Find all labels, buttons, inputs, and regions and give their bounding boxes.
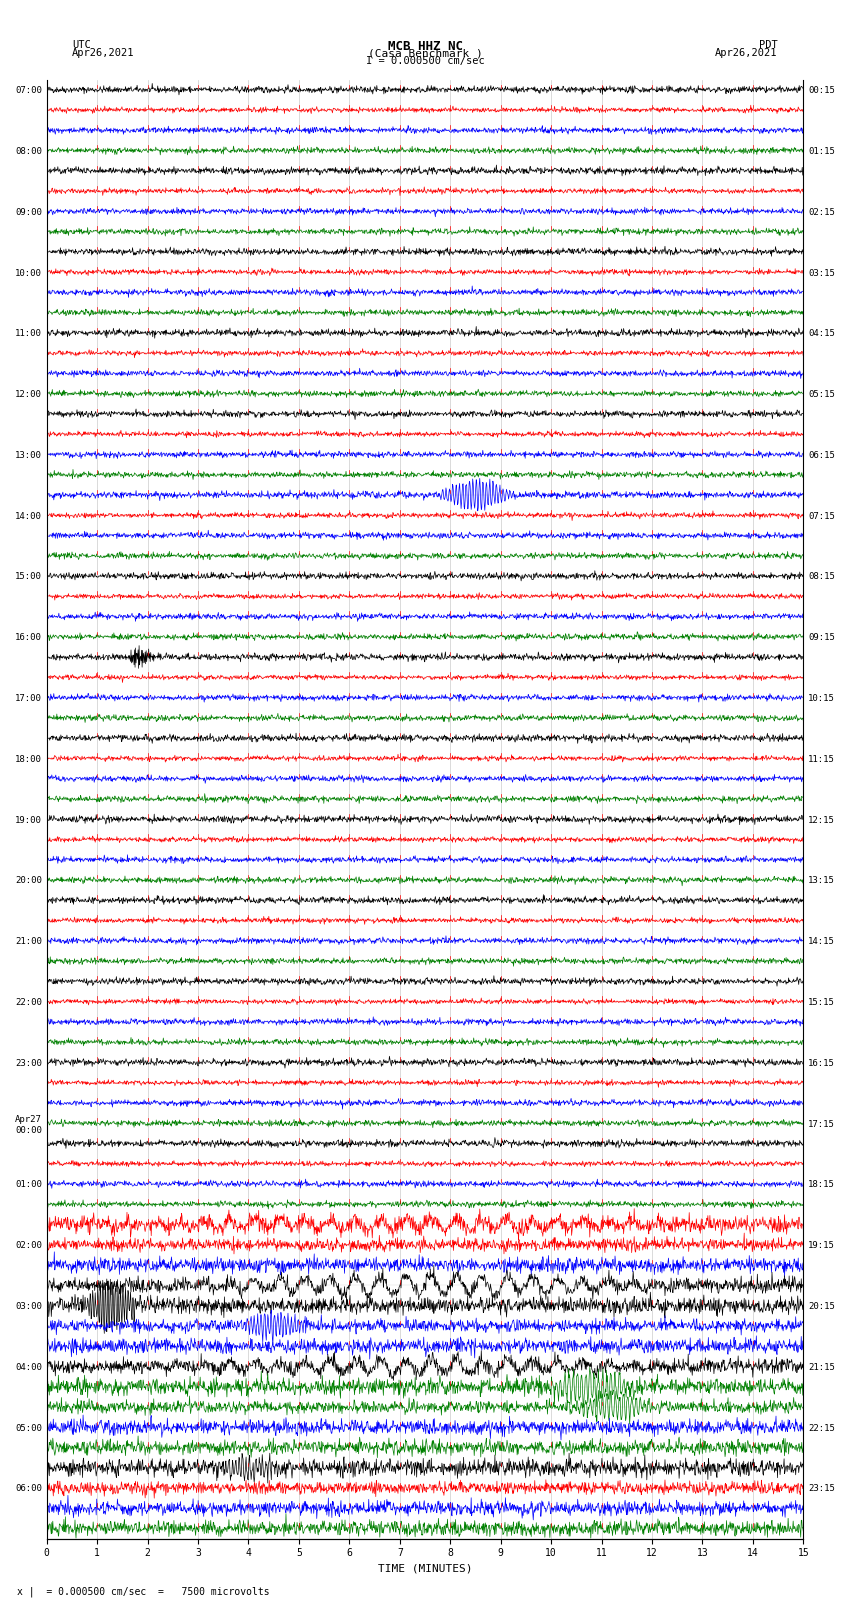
Text: Apr26,2021: Apr26,2021 [715,48,778,58]
Text: UTC: UTC [72,40,91,50]
Text: PDT: PDT [759,40,778,50]
X-axis label: TIME (MINUTES): TIME (MINUTES) [377,1565,473,1574]
Text: (Casa Benchmark ): (Casa Benchmark ) [367,48,483,58]
Text: Apr26,2021: Apr26,2021 [72,48,135,58]
Text: x |  = 0.000500 cm/sec  =   7500 microvolts: x | = 0.000500 cm/sec = 7500 microvolts [17,1586,269,1597]
Text: I = 0.000500 cm/sec: I = 0.000500 cm/sec [366,56,484,66]
Text: MCB HHZ NC: MCB HHZ NC [388,40,462,53]
